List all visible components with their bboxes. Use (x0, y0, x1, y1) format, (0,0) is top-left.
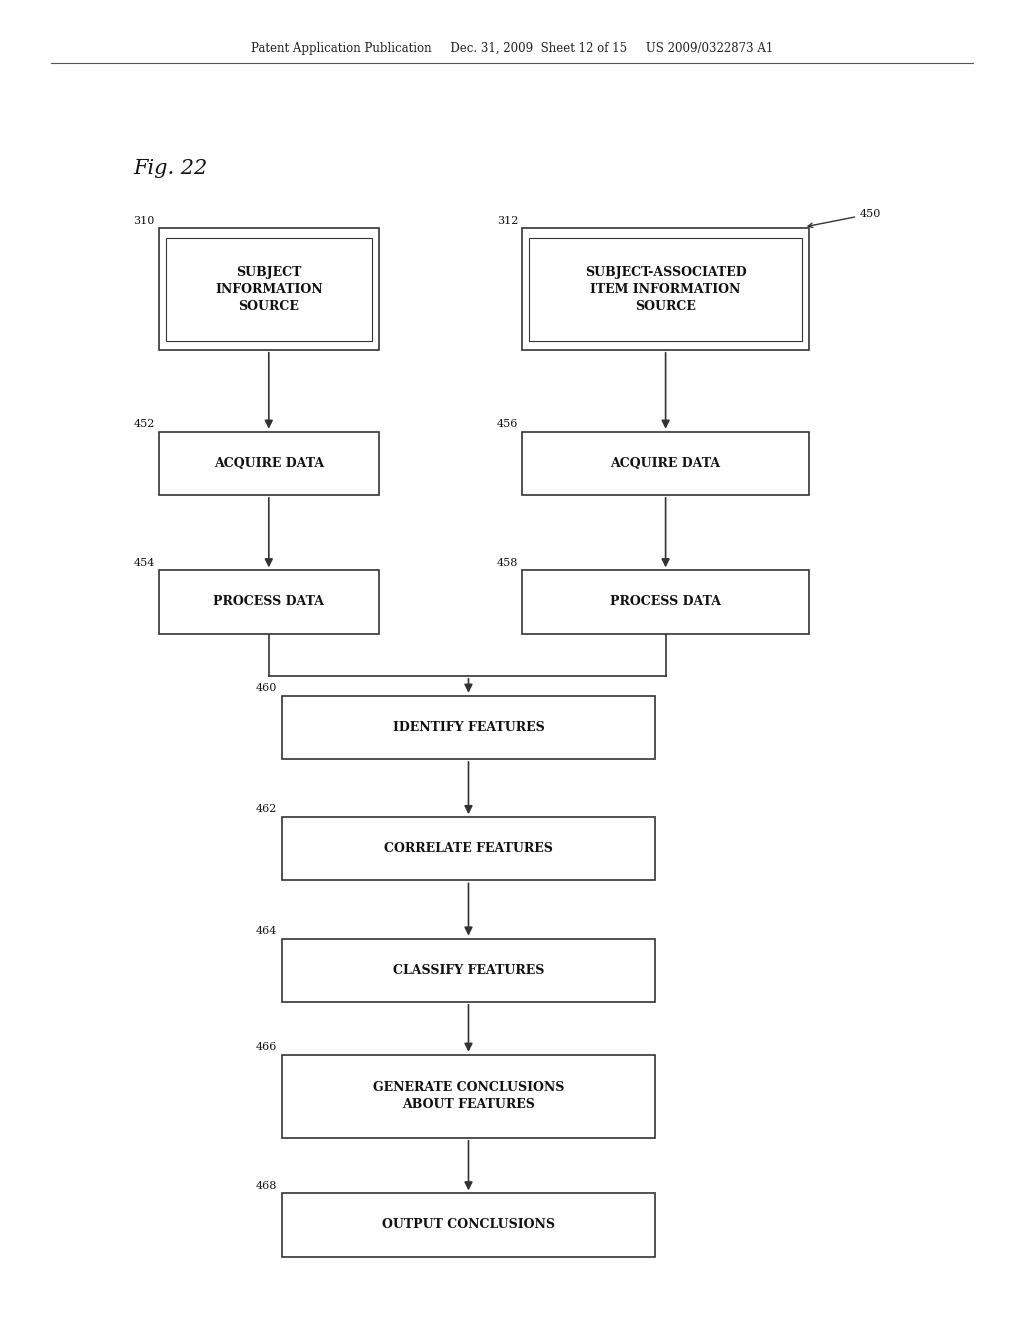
Text: 450: 450 (808, 209, 882, 227)
FancyBboxPatch shape (282, 939, 655, 1002)
FancyBboxPatch shape (159, 228, 379, 350)
Text: ACQUIRE DATA: ACQUIRE DATA (610, 457, 721, 470)
Text: 452: 452 (133, 418, 155, 429)
Text: CLASSIFY FEATURES: CLASSIFY FEATURES (393, 964, 544, 977)
Text: ACQUIRE DATA: ACQUIRE DATA (214, 457, 324, 470)
Text: 462: 462 (256, 804, 278, 814)
FancyBboxPatch shape (522, 432, 809, 495)
FancyBboxPatch shape (282, 1055, 655, 1138)
Text: Fig. 22: Fig. 22 (133, 160, 208, 178)
FancyBboxPatch shape (282, 817, 655, 880)
Text: 456: 456 (497, 418, 518, 429)
Text: SUBJECT
INFORMATION
SOURCE: SUBJECT INFORMATION SOURCE (215, 265, 323, 313)
Text: 466: 466 (256, 1041, 278, 1052)
Text: OUTPUT CONCLUSIONS: OUTPUT CONCLUSIONS (382, 1218, 555, 1232)
Text: SUBJECT-ASSOCIATED
ITEM INFORMATION
SOURCE: SUBJECT-ASSOCIATED ITEM INFORMATION SOUR… (585, 265, 746, 313)
Text: 468: 468 (256, 1180, 278, 1191)
FancyBboxPatch shape (282, 696, 655, 759)
FancyBboxPatch shape (522, 570, 809, 634)
Text: CORRELATE FEATURES: CORRELATE FEATURES (384, 842, 553, 855)
Text: 464: 464 (256, 925, 278, 936)
Text: PROCESS DATA: PROCESS DATA (213, 595, 325, 609)
FancyBboxPatch shape (522, 228, 809, 350)
Text: 454: 454 (133, 557, 155, 568)
Text: 310: 310 (133, 215, 155, 226)
Text: 458: 458 (497, 557, 518, 568)
FancyBboxPatch shape (166, 238, 372, 341)
FancyBboxPatch shape (159, 432, 379, 495)
Text: GENERATE CONCLUSIONS
ABOUT FEATURES: GENERATE CONCLUSIONS ABOUT FEATURES (373, 1081, 564, 1111)
FancyBboxPatch shape (282, 1193, 655, 1257)
Text: 460: 460 (256, 682, 278, 693)
FancyBboxPatch shape (529, 238, 802, 341)
Text: PROCESS DATA: PROCESS DATA (610, 595, 721, 609)
Text: Patent Application Publication     Dec. 31, 2009  Sheet 12 of 15     US 2009/032: Patent Application Publication Dec. 31, … (251, 42, 773, 55)
Text: IDENTIFY FEATURES: IDENTIFY FEATURES (392, 721, 545, 734)
FancyBboxPatch shape (159, 570, 379, 634)
Text: 312: 312 (497, 215, 518, 226)
